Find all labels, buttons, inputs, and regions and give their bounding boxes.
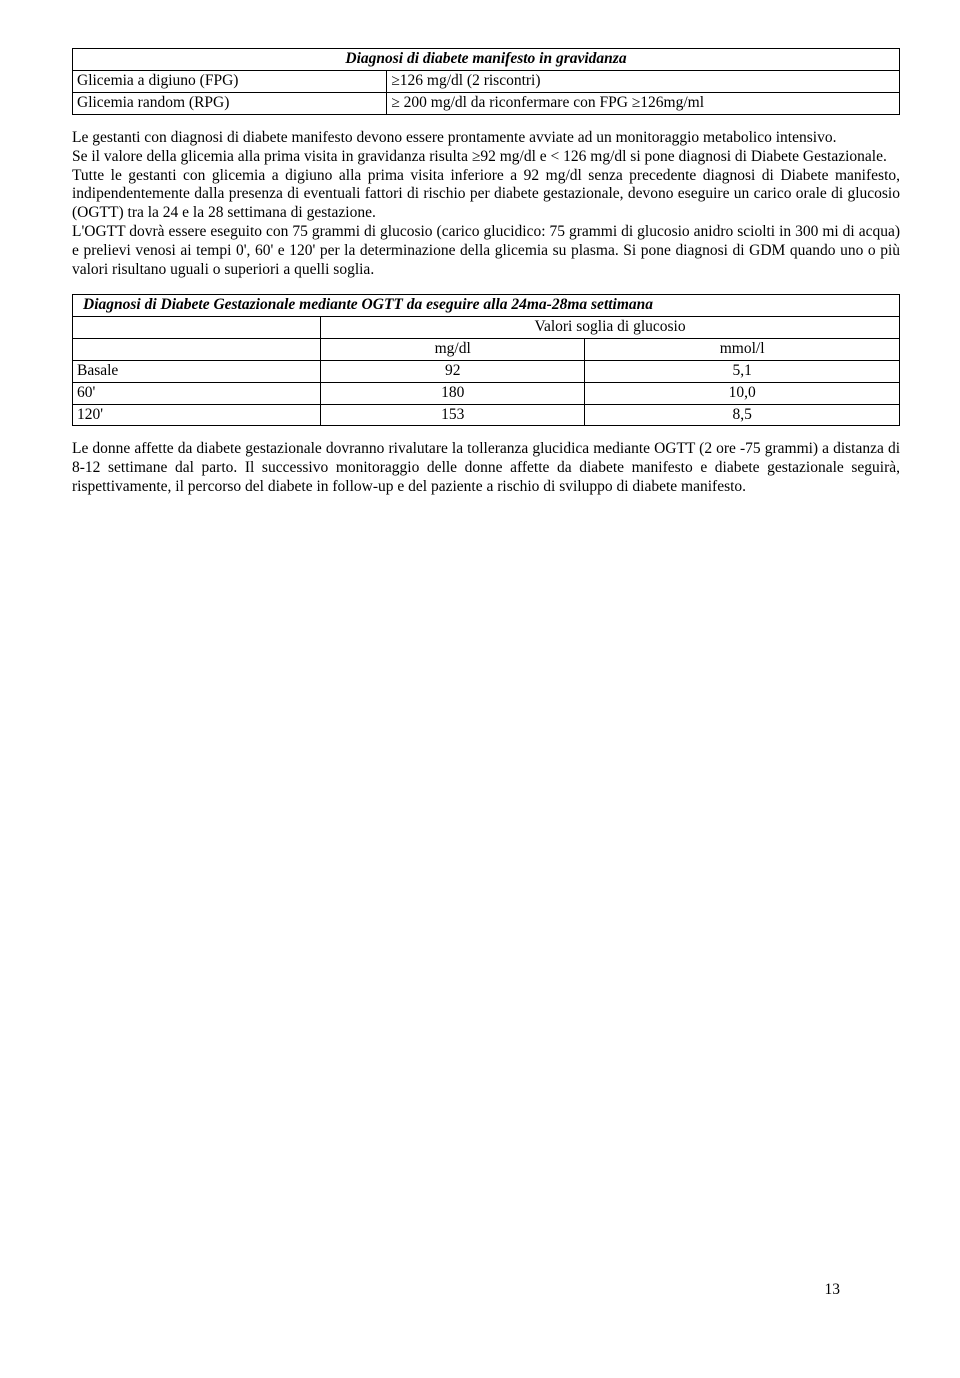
table2-r2-v1: 153	[321, 404, 585, 426]
paragraph-3: Tutte le gestanti con glicemia a digiuno…	[72, 167, 900, 224]
table2-r1-label: 60'	[73, 382, 321, 404]
table1-label-0: Glicemia a digiuno (FPG)	[73, 70, 387, 92]
table1-value-0: ≥126 mg/dl (2 riscontri)	[387, 70, 900, 92]
table-diagnosi-manifesto: Diagnosi di diabete manifesto in gravida…	[72, 48, 900, 115]
table2-r0-v2: 5,1	[585, 360, 900, 382]
table-row: 60' 180 10,0	[73, 382, 900, 404]
table2-col2: mmol/l	[585, 338, 900, 360]
table2-title: Diagnosi di Diabete Gestazionale mediant…	[73, 294, 900, 316]
table1-label-1: Glicemia random (RPG)	[73, 92, 387, 114]
table2-r1-v1: 180	[321, 382, 585, 404]
paragraph-4: L'OGTT dovrà essere eseguito con 75 gram…	[72, 223, 900, 280]
table2-empty-1	[73, 316, 321, 338]
table-row: Glicemia random (RPG) ≥ 200 mg/dl da ric…	[73, 92, 900, 114]
page: Diagnosi di diabete manifesto in gravida…	[72, 48, 900, 1338]
table2-empty-2	[73, 338, 321, 360]
table2-r2-v2: 8,5	[585, 404, 900, 426]
paragraph-2: Se il valore della glicemia alla prima v…	[72, 148, 900, 167]
paragraph-1: Le gestanti con diagnosi di diabete mani…	[72, 129, 900, 148]
table-row: Basale 92 5,1	[73, 360, 900, 382]
table-row: 120' 153 8,5	[73, 404, 900, 426]
table2-r0-label: Basale	[73, 360, 321, 382]
table-ogtt: Diagnosi di Diabete Gestazionale mediant…	[72, 294, 900, 426]
table2-r1-v2: 10,0	[585, 382, 900, 404]
table2-r0-v1: 92	[321, 360, 585, 382]
table2-subheader: Valori soglia di glucosio	[321, 316, 900, 338]
table1-title: Diagnosi di diabete manifesto in gravida…	[73, 49, 900, 71]
table1-value-1: ≥ 200 mg/dl da riconfermare con FPG ≥126…	[387, 92, 900, 114]
table2-r2-label: 120'	[73, 404, 321, 426]
table2-col1: mg/dl	[321, 338, 585, 360]
table-row: Glicemia a digiuno (FPG) ≥126 mg/dl (2 r…	[73, 70, 900, 92]
paragraph-5: Le donne affette da diabete gestazionale…	[72, 440, 900, 497]
page-number: 13	[825, 1281, 841, 1300]
